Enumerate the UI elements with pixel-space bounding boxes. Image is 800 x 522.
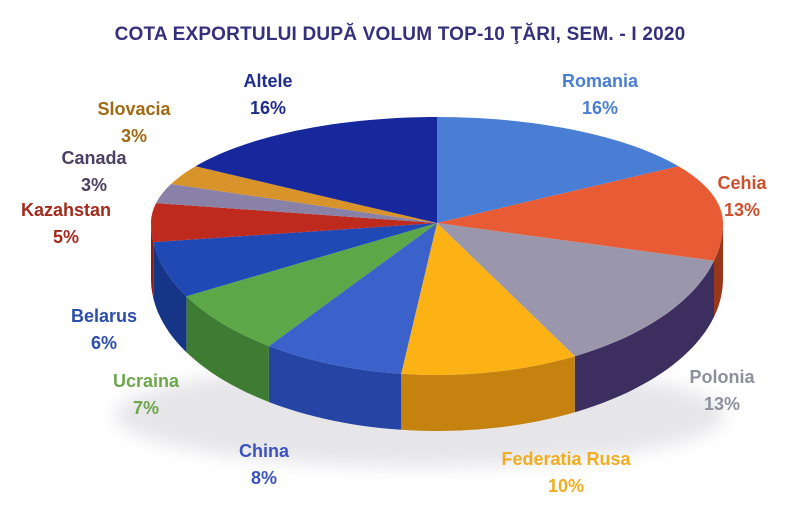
slice-label-name: Slovacia bbox=[97, 99, 171, 119]
pie-side-federatia-rusa bbox=[401, 356, 575, 431]
slice-label-name: Romania bbox=[561, 71, 639, 91]
pie-slice-ucraina bbox=[186, 223, 437, 346]
slice-label-percent: 3% bbox=[80, 175, 107, 195]
pie-side-china bbox=[268, 346, 402, 430]
pie-slice-slovacia bbox=[171, 166, 437, 223]
slice-label-percent: 8% bbox=[250, 468, 278, 488]
pie-slice-china bbox=[268, 223, 437, 374]
slice-label-romania: Romania 16% bbox=[562, 68, 638, 122]
slice-label-percent: 3% bbox=[120, 126, 148, 146]
slice-label-name: China bbox=[238, 441, 290, 461]
pie-side-belarus bbox=[153, 242, 187, 353]
pie-slice-polonia bbox=[437, 223, 714, 357]
slice-label-ucraina: Ucraina 7% bbox=[113, 368, 179, 422]
slice-label-name: Federatia Rusa bbox=[501, 449, 631, 469]
slice-label-percent: 13% bbox=[703, 394, 741, 414]
slice-label-name: Altele bbox=[243, 71, 293, 91]
pie-slice-altele bbox=[195, 117, 437, 223]
slice-label-percent: 13% bbox=[723, 200, 761, 220]
slice-label-percent: 5% bbox=[52, 227, 79, 247]
slice-label-percent: 7% bbox=[132, 398, 160, 418]
pie-slice-belarus bbox=[153, 223, 438, 297]
pie-slice-romania bbox=[437, 117, 679, 223]
pie-slice-canada bbox=[156, 184, 437, 223]
slice-label-percent: 16% bbox=[581, 98, 619, 118]
pie-side-cehia bbox=[714, 223, 723, 317]
slice-label-name: Ucraina bbox=[112, 371, 180, 391]
pie-side-kazahstan bbox=[151, 223, 154, 299]
slice-label-altele: Altele 16% bbox=[243, 68, 292, 122]
slice-label-name: Polonia bbox=[689, 367, 755, 387]
slice-label-slovacia: Slovacia 3% bbox=[97, 96, 170, 150]
slice-label-belarus: Belarus 6% bbox=[71, 303, 137, 357]
slice-label-china: China 8% bbox=[239, 438, 289, 492]
pie-slice-cehia bbox=[437, 166, 723, 261]
slice-label-canada: Canada 3% bbox=[61, 145, 126, 199]
slice-label-name: Cehia bbox=[717, 173, 767, 193]
slice-label-polonia: Polonia 13% bbox=[689, 364, 754, 418]
slice-label-percent: 6% bbox=[90, 333, 118, 353]
pie-slice-federatia-rusa bbox=[401, 223, 575, 375]
slice-label-name: Kazahstan bbox=[20, 200, 112, 220]
chart-title: COTA EXPORTULUI DUPĂ VOLUM TOP-10 ŢĂRI, … bbox=[114, 24, 686, 45]
slice-label-percent: 10% bbox=[547, 476, 585, 496]
slice-label-cehia: Cehia 13% bbox=[717, 170, 766, 224]
slice-label-kazahstan: Kazahstan 5% bbox=[21, 197, 111, 251]
pie-slice-kazahstan bbox=[151, 203, 437, 243]
slice-label-name: Canada bbox=[61, 148, 127, 168]
pie-side-ucraina bbox=[186, 296, 269, 402]
slice-label-percent: 16% bbox=[249, 98, 287, 118]
slice-label-name: Belarus bbox=[70, 306, 138, 326]
slice-label-federatia-rusa: Federatia Rusa 10% bbox=[501, 446, 630, 500]
pie-side-polonia bbox=[574, 260, 714, 413]
